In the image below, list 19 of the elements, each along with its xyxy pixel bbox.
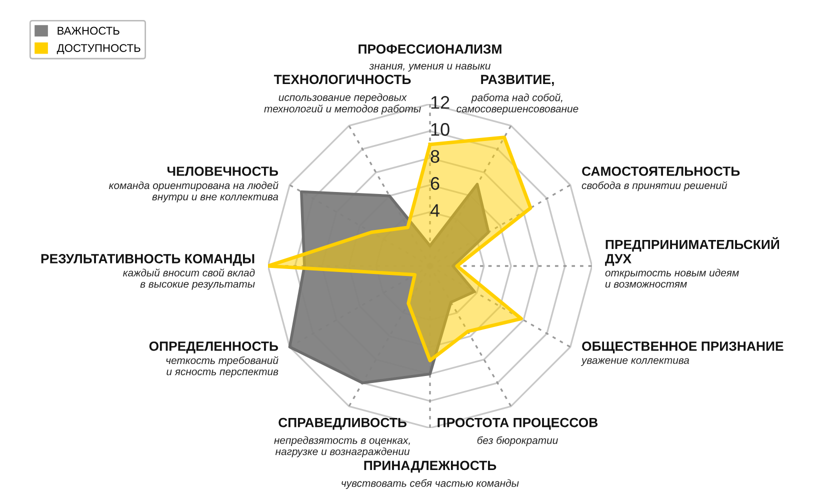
spoke-label: ПРОСТОТА ПРОЦЕССОВ без бюрократии [438, 418, 598, 446]
spoke-label: ПРЕДПРИНИМАТЕЛЬСКИЙ ДУХ открытость новым идеям и возможностям [605, 237, 780, 288]
spoke-label: ТЕХНОЛОГИЧНОСТЬ использование передовых технологий и методов работы [264, 74, 421, 114]
spoke-label: РЕЗУЛЬТАТИВНОСТЬ КОМАНДЫ каждый вносит свой вклад в высокие результаты [41, 254, 255, 290]
spoke-label: ЧЕЛОВЕЧНОСТЬ команда ориентирована на людей внутри и вне коллектива [108, 166, 278, 202]
y-tick-label: 10 [431, 123, 450, 136]
spoke-label: ОПРЕДЕЛЕННОСТЬ четкость требований и ясность перспектив [149, 342, 278, 378]
y-tick-label: 8 [430, 150, 440, 163]
y-tick-label: 6 [430, 177, 440, 190]
spoke-label: РАЗВИТИЕ, работа над собой, самосовершенсовование [456, 74, 578, 114]
y-tick-label: 12 [431, 96, 450, 109]
legend-label: ДОСТУПНОСТЬ [56, 44, 140, 54]
spoke-label: САМОСТОЯТЕЛЬНОСТЬ свобода в принятии решений [582, 166, 740, 192]
spoke-label: ПРОФЕССИОНАЛИЗМ знания, умения и навыки [358, 44, 502, 72]
spoke-label: ПРИНАДЛЕЖНОСТЬ чувствовать себя частью команды [342, 460, 519, 489]
spoke-label: ОБЩЕСТВЕННОЕ ПРИЗНАНИЕ уважение коллектива [580, 342, 784, 366]
spoke-label: СПРАВЕДЛИВОСТЬ непредвзятость в оценках, нагрузке и вознаграждении [274, 418, 410, 458]
legend-label: ВАЖНОСТЬ [58, 26, 120, 35]
y-tick-label: 4 [430, 204, 440, 217]
